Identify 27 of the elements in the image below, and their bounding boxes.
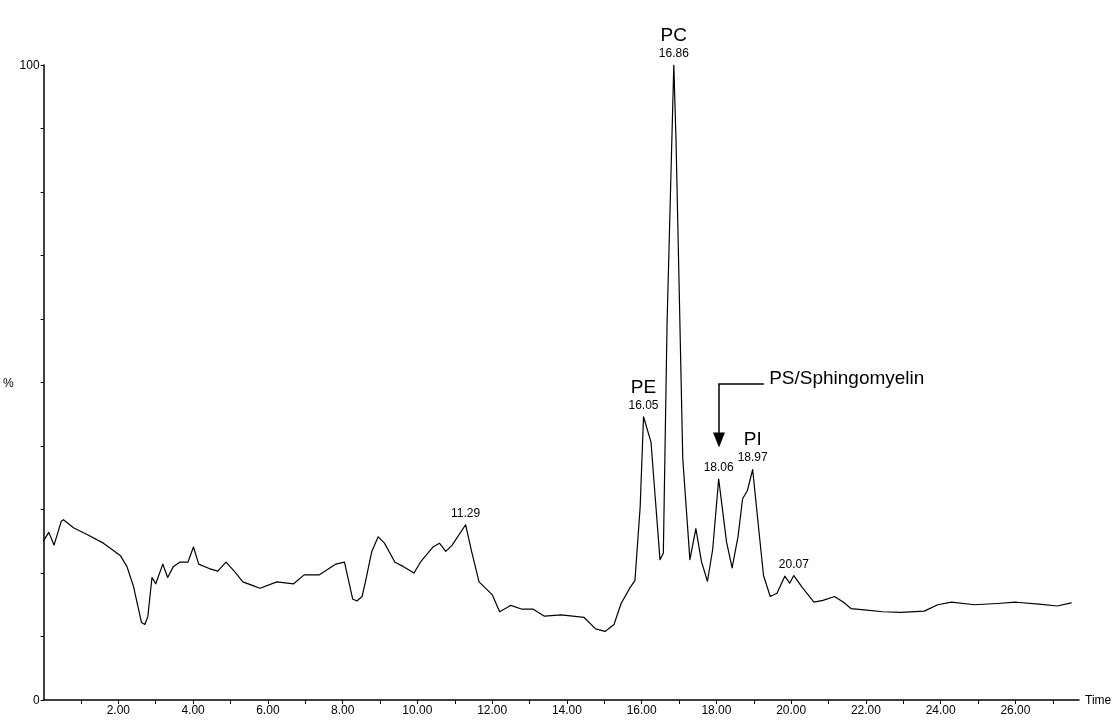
x-tick-label: 16.00 xyxy=(626,703,657,717)
x-tick-label: 8.00 xyxy=(330,703,355,717)
annotation: 20.07 xyxy=(778,556,810,571)
x-tick-label: 12.00 xyxy=(477,703,508,717)
x-axis-title: Time xyxy=(1085,693,1112,707)
x-tick-label: 24.00 xyxy=(925,703,957,717)
annotation: PE xyxy=(630,375,657,397)
annotation: 16.86 xyxy=(658,46,690,60)
x-tick-label: 10.00 xyxy=(402,703,433,717)
y-axis-title: % xyxy=(3,375,14,390)
annotation: 18.06 xyxy=(703,460,734,475)
x-tick-label: 26.00 xyxy=(1000,703,1031,717)
annotation: PC xyxy=(660,24,688,45)
x-tick-label: 2.00 xyxy=(106,703,131,717)
annotation: 16.05 xyxy=(628,397,659,412)
annotation: PS/Sphingomyelin xyxy=(769,366,925,388)
annotation: PI xyxy=(743,428,762,450)
x-tick-label: 6.00 xyxy=(256,703,280,717)
annotation: 11.29 xyxy=(451,505,481,520)
annotation: 18.97 xyxy=(737,450,769,465)
x-tick-label: 14.00 xyxy=(551,703,583,717)
x-tick-label: 20.00 xyxy=(776,703,807,717)
y-tick-label: 0 xyxy=(32,693,40,707)
x-tick-label: 22.00 xyxy=(850,703,882,717)
x-tick-label: 18.00 xyxy=(701,703,732,717)
y-tick-label: 100 xyxy=(19,58,40,72)
x-tick-label: 4.00 xyxy=(181,703,206,717)
